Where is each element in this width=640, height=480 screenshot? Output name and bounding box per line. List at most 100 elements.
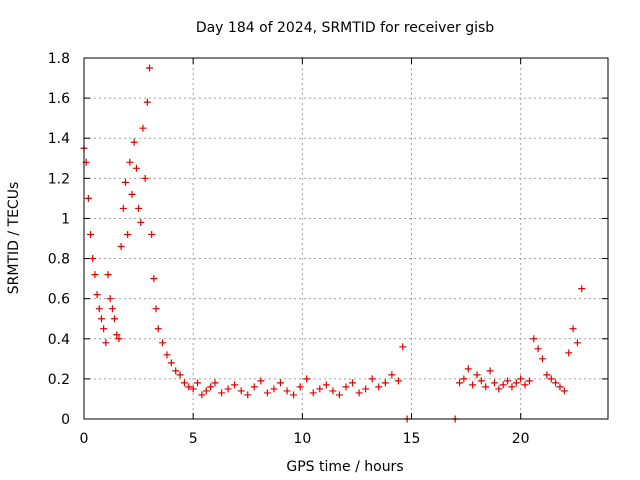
- data-point: [143, 98, 151, 106]
- y-tick-label: 1.8: [48, 51, 70, 67]
- data-point: [202, 387, 210, 395]
- data-point: [108, 305, 116, 313]
- data-point: [469, 381, 477, 389]
- data-point: [399, 343, 407, 351]
- data-point: [486, 367, 494, 375]
- data-point: [517, 375, 525, 383]
- data-point: [388, 371, 396, 379]
- data-point: [394, 377, 402, 385]
- data-point: [539, 355, 546, 363]
- x-tick-label: 20: [512, 431, 530, 447]
- data-point: [342, 383, 350, 391]
- data-point: [512, 379, 520, 387]
- x-tick-label: 0: [80, 431, 89, 447]
- data-point: [231, 381, 239, 389]
- data-point: [482, 383, 490, 391]
- y-tick-label: 0: [61, 412, 70, 428]
- data-point: [473, 371, 481, 379]
- data-point: [152, 305, 160, 313]
- data-point: [185, 383, 193, 391]
- data-point: [355, 389, 363, 397]
- data-point: [316, 385, 324, 393]
- data-point: [163, 351, 171, 359]
- data-point: [534, 345, 542, 353]
- data-point: [150, 275, 158, 283]
- data-point: [578, 285, 586, 293]
- x-tick-label: 10: [293, 431, 311, 447]
- data-point: [135, 204, 143, 212]
- data-point: [263, 389, 271, 397]
- data-point: [87, 230, 95, 238]
- data-point: [257, 377, 265, 385]
- data-point: [124, 230, 132, 238]
- data-point: [381, 379, 389, 387]
- data-point: [525, 377, 533, 385]
- data-point: [495, 385, 503, 393]
- data-point: [218, 389, 226, 397]
- data-point: [102, 339, 110, 347]
- data-point: [194, 379, 202, 387]
- data-point: [277, 379, 284, 387]
- grid: [84, 58, 608, 419]
- data-point: [250, 383, 258, 391]
- data-point: [100, 325, 108, 333]
- data-point: [290, 391, 298, 399]
- data-point: [362, 385, 370, 393]
- data-point: [97, 315, 105, 323]
- plot-frame: [83, 57, 609, 420]
- data-point: [115, 335, 123, 343]
- data-point: [113, 331, 121, 339]
- data-point: [521, 381, 529, 389]
- x-tick-label: 5: [189, 431, 198, 447]
- data-point: [172, 367, 180, 375]
- data-point: [456, 379, 464, 387]
- data-point: [141, 174, 149, 182]
- y-tick-label: 0.2: [48, 372, 70, 388]
- data-point: [368, 375, 376, 383]
- y-tick-label: 1.4: [48, 131, 70, 147]
- data-point: [322, 381, 330, 389]
- data-point: [167, 359, 175, 367]
- data-point: [117, 243, 125, 251]
- data-point: [148, 230, 156, 238]
- data-point: [504, 377, 512, 385]
- data-point: [573, 339, 581, 347]
- y-tick-label: 0.8: [48, 252, 70, 268]
- data-point: [560, 387, 568, 395]
- data-point: [130, 138, 138, 146]
- data-point: [198, 391, 206, 399]
- data-point: [283, 387, 291, 395]
- data-point: [244, 391, 252, 399]
- data-point: [477, 377, 485, 385]
- y-tick-label: 0.6: [48, 292, 70, 308]
- data-point: [139, 124, 147, 132]
- data-point: [95, 305, 103, 313]
- data-points: [80, 64, 586, 423]
- data-point: [335, 391, 343, 399]
- data-point: [89, 255, 97, 263]
- data-point: [119, 204, 127, 212]
- data-point: [530, 335, 538, 343]
- data-point: [189, 385, 197, 393]
- data-point: [126, 158, 134, 166]
- y-tick-label: 1.6: [48, 91, 70, 107]
- data-point: [270, 385, 278, 393]
- data-point: [176, 371, 184, 379]
- data-point: [104, 271, 112, 279]
- data-point: [309, 389, 317, 397]
- data-point: [224, 385, 232, 393]
- tick-labels: 0 5 10 15 20 0 0.2 0.4 0.6 0.8 1 1.2 1.4 1.6 1.8: [48, 51, 530, 447]
- data-point: [137, 218, 145, 226]
- data-point: [303, 375, 311, 383]
- data-point: [237, 387, 245, 395]
- data-point: [460, 375, 468, 383]
- data-point: [569, 325, 577, 333]
- ticks: [83, 57, 608, 420]
- data-point: [128, 190, 136, 198]
- data-point: [329, 387, 337, 395]
- data-point: [211, 379, 219, 387]
- data-point: [349, 379, 357, 387]
- data-point: [556, 383, 564, 391]
- data-point: [132, 164, 140, 172]
